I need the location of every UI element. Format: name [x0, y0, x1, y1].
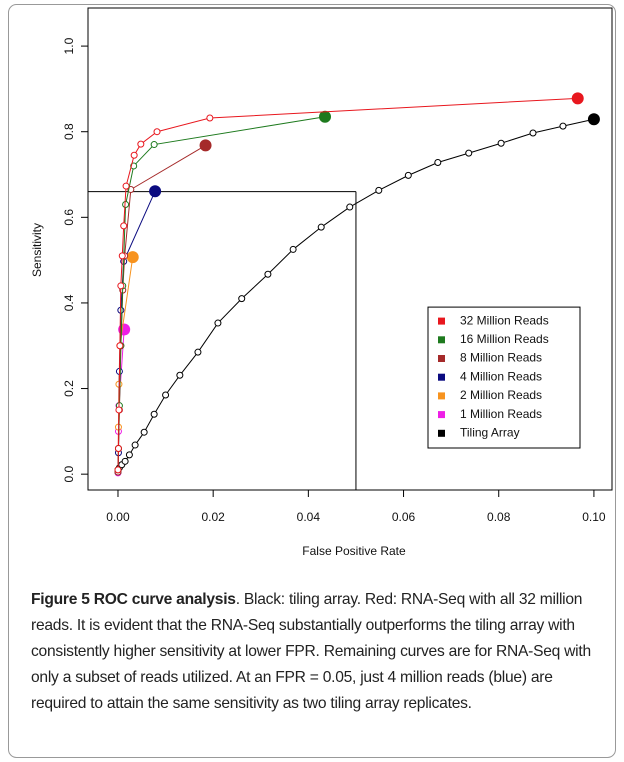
point: [121, 457, 129, 465]
point: [206, 114, 214, 122]
point: [116, 342, 124, 350]
plot-box: [87, 7, 613, 491]
legend-label: 2 Million Reads: [460, 388, 542, 402]
y-tick-label: 0.0: [62, 465, 76, 482]
point: [317, 223, 325, 231]
point: [289, 245, 297, 253]
point: [346, 203, 354, 211]
y-tick-label: 0.2: [62, 380, 76, 397]
final-point: [199, 139, 212, 152]
point: [264, 270, 272, 278]
caption-title: ROC curve analysis: [93, 591, 236, 608]
legend-label: 4 Million Reads: [460, 369, 542, 383]
legend-label: Tiling Array: [460, 425, 520, 439]
point: [140, 428, 148, 436]
point: [120, 222, 128, 230]
legend-swatch: [438, 355, 445, 362]
x-tick-label: 0.06: [392, 510, 416, 524]
final-point: [126, 251, 139, 264]
legend-label: 32 Million Reads: [460, 313, 549, 327]
point: [137, 140, 145, 148]
point: [114, 466, 122, 474]
x-tick-label: 0.10: [582, 510, 606, 524]
point: [465, 149, 473, 157]
point: [375, 186, 383, 194]
series-line: [117, 144, 206, 473]
point: [162, 391, 170, 399]
point: [131, 441, 139, 449]
final-point: [571, 92, 584, 105]
point: [117, 282, 125, 290]
point: [434, 159, 442, 167]
caption-text: . Black: tiling array. Red: RNA-Seq with…: [31, 591, 591, 712]
point: [150, 141, 158, 149]
y-tick-label: 0.8: [62, 123, 76, 140]
point: [559, 122, 567, 130]
point: [497, 139, 505, 147]
point: [115, 406, 123, 414]
x-axis-label: False Positive Rate: [302, 544, 406, 558]
point: [114, 444, 122, 452]
point: [118, 252, 126, 260]
series-line: [117, 116, 326, 470]
point: [176, 371, 184, 379]
y-tick-label: 0.6: [62, 209, 76, 226]
legend-swatch: [438, 411, 445, 419]
legend-swatch: [438, 373, 445, 381]
x-tick-label: 0.00: [106, 510, 130, 524]
y-tick-label: 1.0: [62, 37, 76, 54]
caption-label: Figure 5: [31, 591, 90, 608]
point: [404, 171, 412, 179]
point: [130, 151, 138, 159]
legend-box: [427, 306, 581, 449]
point: [122, 182, 130, 190]
point: [194, 348, 202, 356]
legend-swatch: [438, 392, 445, 400]
point: [150, 410, 158, 418]
point: [125, 451, 133, 459]
legend-label: 16 Million Reads: [460, 332, 549, 346]
point: [214, 319, 222, 327]
legend-label: 8 Million Reads: [460, 351, 542, 365]
point: [153, 128, 161, 136]
point: [238, 295, 246, 303]
x-tick-label: 0.02: [201, 510, 225, 524]
final-point: [587, 113, 600, 126]
caption: Figure 5 ROC curve analysis. Black: tili…: [31, 587, 597, 717]
figure-border: [8, 4, 616, 758]
y-axis-label: Sensitivity: [30, 223, 44, 277]
final-point: [149, 185, 162, 198]
legend-swatch: [438, 429, 445, 437]
x-tick-label: 0.08: [487, 510, 511, 524]
legend-swatch: [438, 317, 445, 325]
final-point: [319, 110, 332, 123]
legend-swatch: [438, 336, 445, 344]
legend-label: 1 Million Reads: [460, 407, 542, 421]
x-tick-label: 0.04: [297, 510, 321, 524]
y-tick-label: 0.4: [62, 294, 76, 311]
point: [529, 129, 537, 137]
